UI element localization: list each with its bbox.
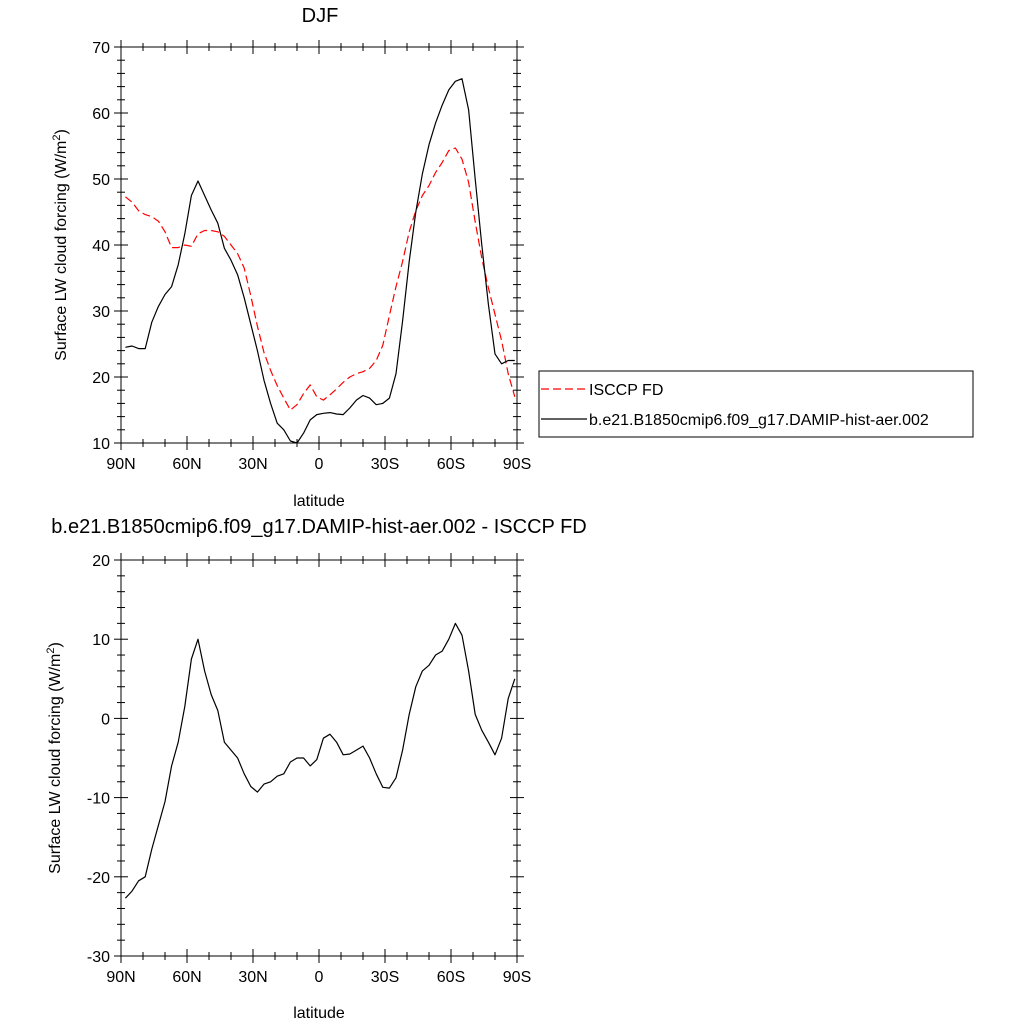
bottom-chart-y-tick-labels: -30 -20 -10 0 10 20	[87, 553, 110, 966]
top-chart-y-axis-label-main: Surface LW cloud forcing (W/m	[53, 141, 70, 361]
bottom-y-tick-label: 10	[92, 632, 110, 649]
bottom-x-tick-label: 90S	[503, 969, 531, 986]
bottom-y-tick-label: -30	[87, 949, 110, 966]
legend-box	[538, 370, 974, 438]
bottom-chart-x-tick-labels: 90N 60N 30N 0 30S 60S 90S	[106, 969, 531, 986]
top-chart-y-axis-label: Surface LW cloud forcing (W/m2)	[51, 129, 70, 361]
top-chart-x-axis-label: latitude	[293, 493, 345, 510]
bottom-chart-x-axis-label: latitude	[293, 1005, 345, 1022]
bottom-x-tick-label: 30N	[238, 969, 267, 986]
top-y-tick-label: 40	[92, 238, 110, 255]
top-chart-axis-ticks	[114, 40, 524, 450]
top-chart-title: DJF	[302, 5, 339, 27]
top-x-tick-label: 90N	[106, 456, 135, 473]
top-x-tick-label: 0	[315, 456, 324, 473]
bottom-chart-y-axis-label: Surface LW cloud forcing (W/m2)	[45, 642, 64, 874]
bottom-y-tick-label: -10	[87, 791, 110, 808]
top-y-tick-label: 50	[92, 172, 110, 189]
top-chart-panel: DJF 10 20 30 40 50 60 70 90N 60N 30N 0 30S 60S 90S l…	[51, 5, 974, 510]
top-series-line-model	[125, 78, 515, 444]
bottom-chart-series	[124, 622, 516, 899]
bottom-chart-panel: b.e21.B1850cmip6.f09_g17.DAMIP-hist-aer.…	[45, 516, 587, 1022]
bottom-chart-y-axis-label-close: )	[47, 642, 64, 647]
top-x-tick-label: 60N	[172, 456, 201, 473]
top-chart-y-axis-label-superscript: 2	[51, 134, 63, 140]
bottom-chart-y-axis-label-main: Surface LW cloud forcing (W/m	[47, 654, 64, 874]
bottom-series-line-model	[124, 622, 516, 899]
bottom-chart-plot-frame	[120, 559, 518, 957]
legend-label-isccp-fd: ISCCP FD	[589, 382, 663, 399]
bottom-chart-axis-ticks	[114, 553, 524, 963]
top-y-tick-label: 30	[92, 304, 110, 321]
top-chart-y-tick-labels: 10 20 30 40 50 60 70	[92, 40, 110, 453]
bottom-x-tick-label: 90N	[106, 969, 135, 986]
top-chart-x-tick-labels: 90N 60N 30N 0 30S 60S 90S	[106, 456, 531, 473]
top-chart-plot-frame	[120, 46, 518, 444]
top-y-tick-label: 70	[92, 40, 110, 57]
top-series-line-isccp-fd	[125, 147, 516, 411]
bottom-y-tick-label: 20	[92, 553, 110, 570]
top-chart-series	[125, 78, 516, 444]
top-chart-y-axis-label-close: )	[53, 129, 70, 134]
bottom-chart-y-axis-label-superscript: 2	[45, 647, 57, 653]
top-chart-legend: ISCCP FD b.e21.B1850cmip6.f09_g17.DAMIP-…	[538, 370, 974, 438]
bottom-x-tick-label: 60S	[437, 969, 465, 986]
top-x-tick-label: 30N	[238, 456, 267, 473]
bottom-x-tick-label: 0	[315, 969, 324, 986]
bottom-x-tick-label: 30S	[371, 969, 399, 986]
bottom-y-tick-label: -20	[87, 870, 110, 887]
bottom-chart-title: b.e21.B1850cmip6.f09_g17.DAMIP-hist-aer.…	[51, 516, 586, 538]
top-x-tick-label: 30S	[371, 456, 399, 473]
bottom-x-tick-label: 60N	[172, 969, 201, 986]
top-y-tick-label: 10	[92, 436, 110, 453]
legend-label-model: b.e21.B1850cmip6.f09_g17.DAMIP-hist-aer.…	[589, 412, 929, 429]
top-y-tick-label: 60	[92, 106, 110, 123]
top-x-tick-label: 60S	[437, 456, 465, 473]
top-y-tick-label: 20	[92, 370, 110, 387]
bottom-y-tick-label: 0	[101, 711, 110, 728]
top-x-tick-label: 90S	[503, 456, 531, 473]
